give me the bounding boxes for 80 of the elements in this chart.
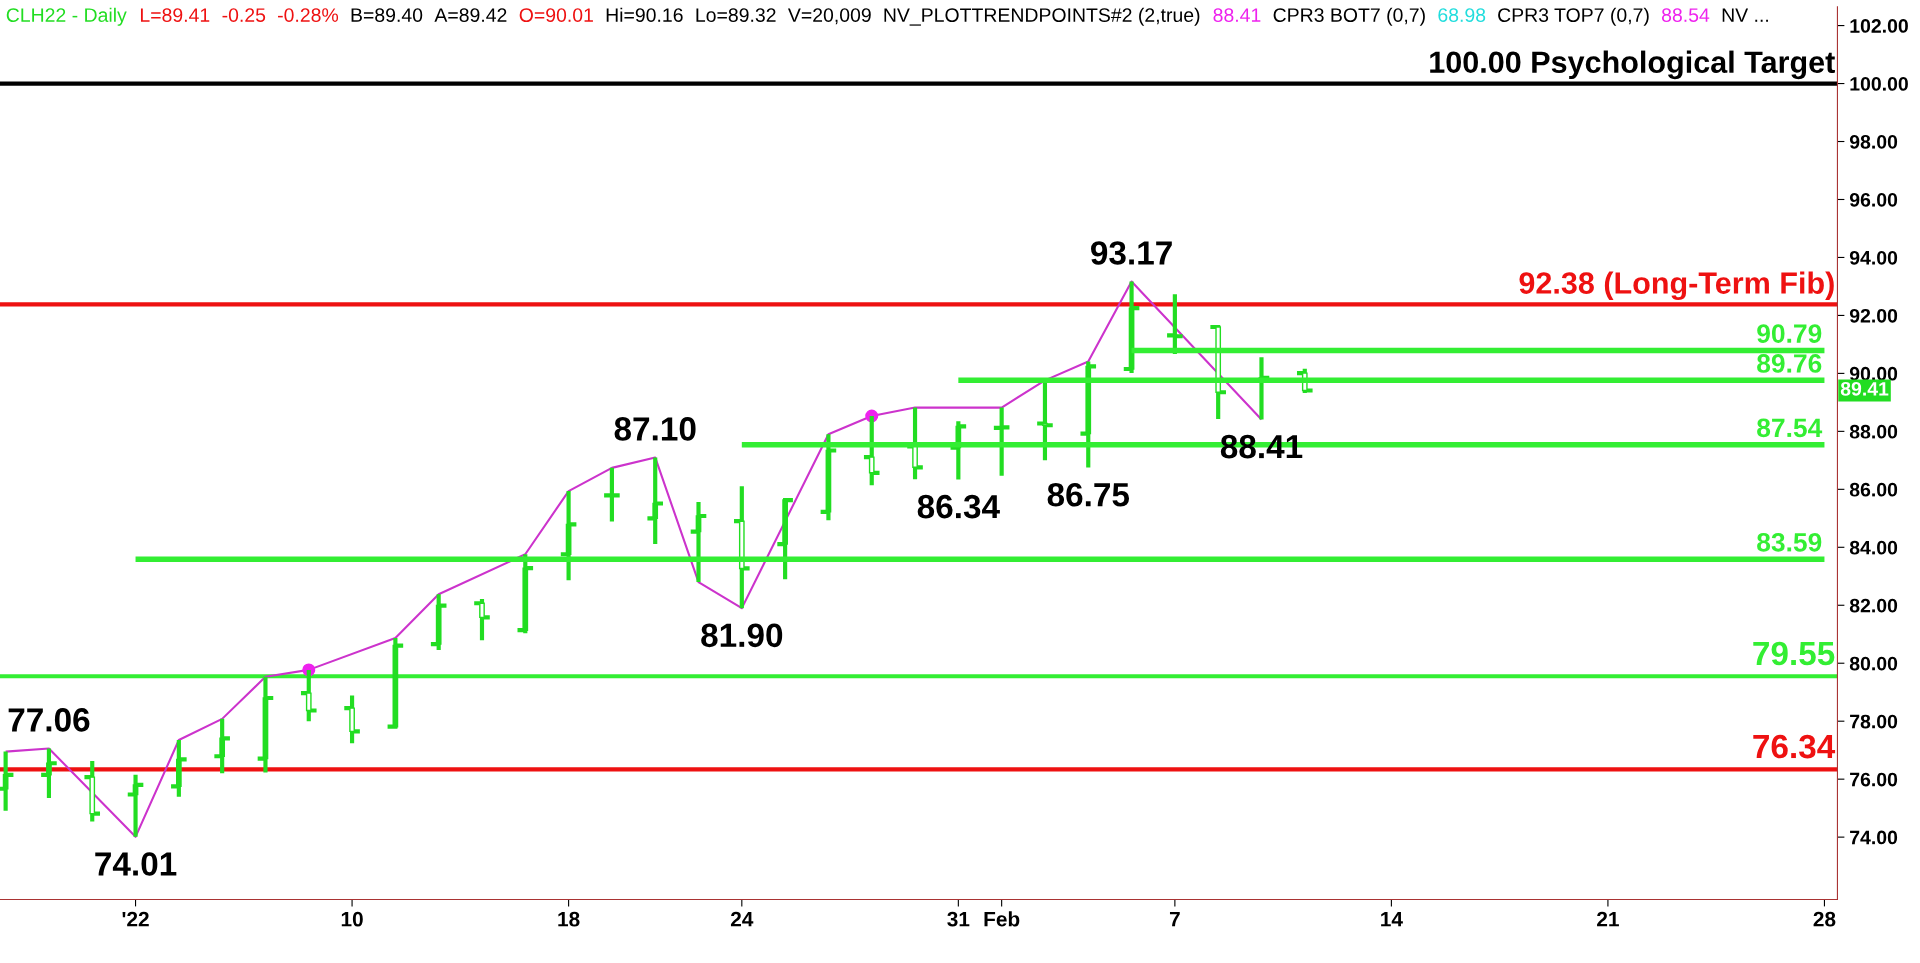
x-tick-label: 21 [1597,911,1619,927]
ref-line-label: 92.38 (Long-Term Fib) [1519,271,1834,301]
x-tick-label: 14 [1381,912,1403,927]
candlestick [1121,279,1142,376]
data-label: 90.79 [1757,324,1822,343]
annotation: -0.25 [222,8,266,22]
y-tick-label: 88.00 [1849,424,1898,439]
ref-line-label: 79.55 [1753,641,1835,666]
ref-line-label: 76.34 [1753,734,1836,759]
candlestick [1078,359,1099,470]
data-label: 89.76 [1757,354,1822,373]
ref-line-label: 100.00 Psychological Target [1430,50,1835,80]
y-tick-label: 98.00 [1849,134,1898,149]
candlestick [775,495,796,582]
candlestick [342,693,362,746]
x-tick-label: 28 [1813,911,1836,927]
annotation: NV ... [1722,8,1768,22]
annotation: L=89.41 [140,8,210,22]
annotation: Hi=90.16 [606,7,683,22]
candlestick [212,716,233,776]
annotation: 88.54 [1661,8,1710,22]
candlestick [688,499,709,585]
y-tick-label: 102.00 [1850,19,1908,33]
x-tick-label: 18 [558,911,580,927]
y-tick-label: 76.00 [1850,772,1898,787]
y-tick-label: 100.00 [1850,77,1908,91]
candlestick [1164,292,1185,357]
candlestick [428,592,449,652]
candlestick [818,432,839,523]
annotation: 77.06 [8,708,90,732]
y-tick-label: 78.00 [1850,714,1898,729]
y-tick-label: 92.00 [1849,308,1898,323]
candlestick [1208,322,1229,421]
candlestick [472,596,492,643]
annotation: V=20,009 [787,8,871,25]
candlestick [645,455,666,547]
candlestick [602,465,622,524]
annotation: 86.34 [917,494,1000,519]
annotation: CPR3 TOP7 (0,7) [1498,7,1649,26]
data-label: 83.59 [1757,532,1822,552]
y-tick-label: 96.00 [1849,192,1898,207]
annotation: 87.10 [614,417,696,441]
candlestick [991,405,1012,478]
candlestick [39,746,59,801]
annotation: 74.01 [95,852,177,876]
x-tick-label: '22 [122,911,149,927]
candlestick [731,484,752,611]
candlestick [82,758,103,824]
annotation: Lo=89.32 [696,8,776,22]
y-tick-label: 90.00 [1849,366,1898,381]
y-tick-label: 74.00 [1850,830,1898,845]
y-tick-label: 94.00 [1849,250,1898,265]
x-tick-label: 7 [1169,912,1180,927]
annotation: 68.98 [1438,8,1486,22]
x-tick-label: 31 [947,911,970,927]
y-tick-label: 82.00 [1849,598,1898,613]
annotation: -0.28% [278,8,339,22]
candlestick [515,552,536,636]
chart-title: CLH22 - Daily [6,7,127,26]
annotation: 88.41 [1213,8,1261,22]
y-tick-label: 86.00 [1849,482,1898,497]
annotation: B=89.40 [351,8,423,22]
x-tick-label: Feb [984,911,1020,927]
x-tick-label: 10 [341,911,363,927]
text: 89.41 [1840,381,1889,396]
annotation: NV_PLOTTRENDPOINTS#2 (2,true) [884,7,1200,26]
annotation: A=89.42 [434,8,507,22]
y-tick-label: 80.00 [1849,656,1898,671]
candlestick [168,737,189,799]
x-tick-label: 24 [730,911,754,927]
annotation: 93.17 [1091,241,1172,265]
candlestick [558,488,579,583]
annotation: 86.75 [1047,482,1130,507]
candlestick [125,772,146,839]
data-label: 87.54 [1757,418,1823,438]
annotation: 81.90 [701,623,783,648]
candlestick [255,674,276,775]
annotation: CPR3 BOT7 (0,7) [1273,7,1425,26]
y-tick-label: 84.00 [1849,540,1898,555]
annotation: O=90.01 [519,8,593,22]
